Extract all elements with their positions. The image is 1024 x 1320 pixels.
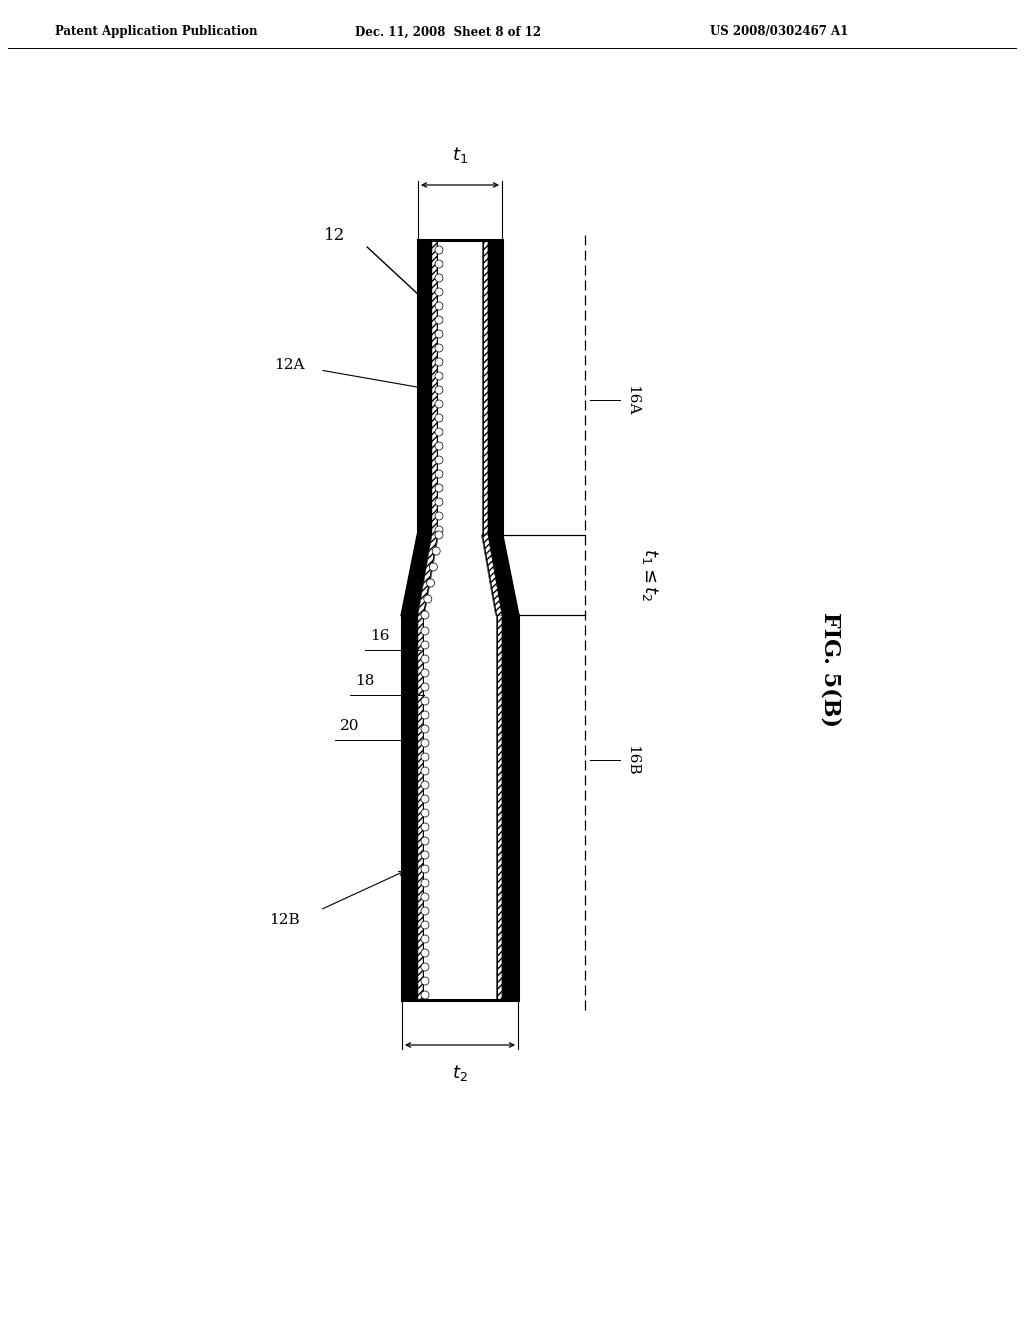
Circle shape (421, 767, 429, 775)
Circle shape (421, 669, 429, 677)
Circle shape (435, 330, 443, 338)
Circle shape (421, 894, 429, 902)
Circle shape (432, 546, 440, 554)
Circle shape (435, 484, 443, 492)
Polygon shape (482, 535, 502, 615)
Circle shape (435, 498, 443, 506)
Circle shape (435, 288, 443, 296)
Circle shape (421, 627, 429, 635)
Text: 18: 18 (355, 675, 375, 688)
Circle shape (435, 442, 443, 450)
Polygon shape (488, 535, 518, 615)
Circle shape (421, 725, 429, 733)
Circle shape (435, 260, 443, 268)
Polygon shape (438, 240, 481, 535)
Circle shape (435, 246, 443, 253)
Circle shape (435, 358, 443, 366)
Circle shape (421, 977, 429, 985)
Circle shape (421, 964, 429, 972)
Circle shape (435, 372, 443, 380)
Circle shape (435, 345, 443, 352)
Polygon shape (402, 535, 432, 615)
Circle shape (421, 611, 429, 619)
Polygon shape (488, 240, 502, 535)
Text: 12: 12 (324, 227, 345, 243)
Text: 12B: 12B (269, 913, 300, 927)
Circle shape (421, 809, 429, 817)
Circle shape (421, 781, 429, 789)
Circle shape (421, 655, 429, 663)
Circle shape (421, 837, 429, 845)
Polygon shape (418, 615, 424, 1001)
Circle shape (435, 531, 443, 539)
Circle shape (435, 512, 443, 520)
Polygon shape (482, 240, 488, 535)
Circle shape (435, 385, 443, 393)
Polygon shape (432, 240, 437, 535)
Circle shape (421, 879, 429, 887)
Circle shape (421, 795, 429, 803)
Circle shape (421, 682, 429, 690)
Circle shape (435, 455, 443, 465)
Text: $t_1 \leq t_2$: $t_1 \leq t_2$ (640, 548, 660, 602)
Text: 12A: 12A (274, 358, 305, 372)
Polygon shape (418, 240, 432, 535)
Polygon shape (497, 615, 502, 1001)
Circle shape (421, 822, 429, 832)
Circle shape (421, 697, 429, 705)
Polygon shape (481, 535, 497, 615)
Circle shape (421, 642, 429, 649)
Circle shape (435, 414, 443, 422)
Circle shape (421, 739, 429, 747)
Circle shape (421, 752, 429, 762)
Circle shape (427, 579, 434, 587)
Circle shape (421, 865, 429, 873)
Text: 16B: 16B (625, 744, 639, 775)
Polygon shape (502, 615, 518, 1001)
Circle shape (435, 315, 443, 323)
Circle shape (435, 275, 443, 282)
Text: FIG. 5(B): FIG. 5(B) (819, 612, 841, 727)
Circle shape (421, 851, 429, 859)
Text: US 2008/0302467 A1: US 2008/0302467 A1 (710, 25, 848, 38)
Circle shape (421, 711, 429, 719)
Circle shape (435, 470, 443, 478)
Circle shape (435, 302, 443, 310)
Circle shape (421, 991, 429, 999)
Circle shape (421, 907, 429, 915)
Polygon shape (402, 615, 418, 1001)
Text: 16: 16 (370, 630, 389, 643)
Circle shape (421, 935, 429, 942)
Circle shape (435, 428, 443, 436)
Circle shape (424, 595, 432, 603)
Text: $t_1$: $t_1$ (452, 145, 468, 165)
Circle shape (429, 564, 437, 572)
Circle shape (435, 400, 443, 408)
Text: Dec. 11, 2008  Sheet 8 of 12: Dec. 11, 2008 Sheet 8 of 12 (355, 25, 541, 38)
Polygon shape (425, 615, 496, 1001)
Polygon shape (418, 535, 437, 615)
Text: $t_2$: $t_2$ (453, 1063, 468, 1082)
Circle shape (421, 949, 429, 957)
Text: 16A: 16A (625, 384, 639, 416)
Circle shape (435, 525, 443, 535)
Polygon shape (424, 535, 438, 615)
Circle shape (421, 921, 429, 929)
Text: Patent Application Publication: Patent Application Publication (55, 25, 257, 38)
Text: 20: 20 (340, 719, 359, 733)
